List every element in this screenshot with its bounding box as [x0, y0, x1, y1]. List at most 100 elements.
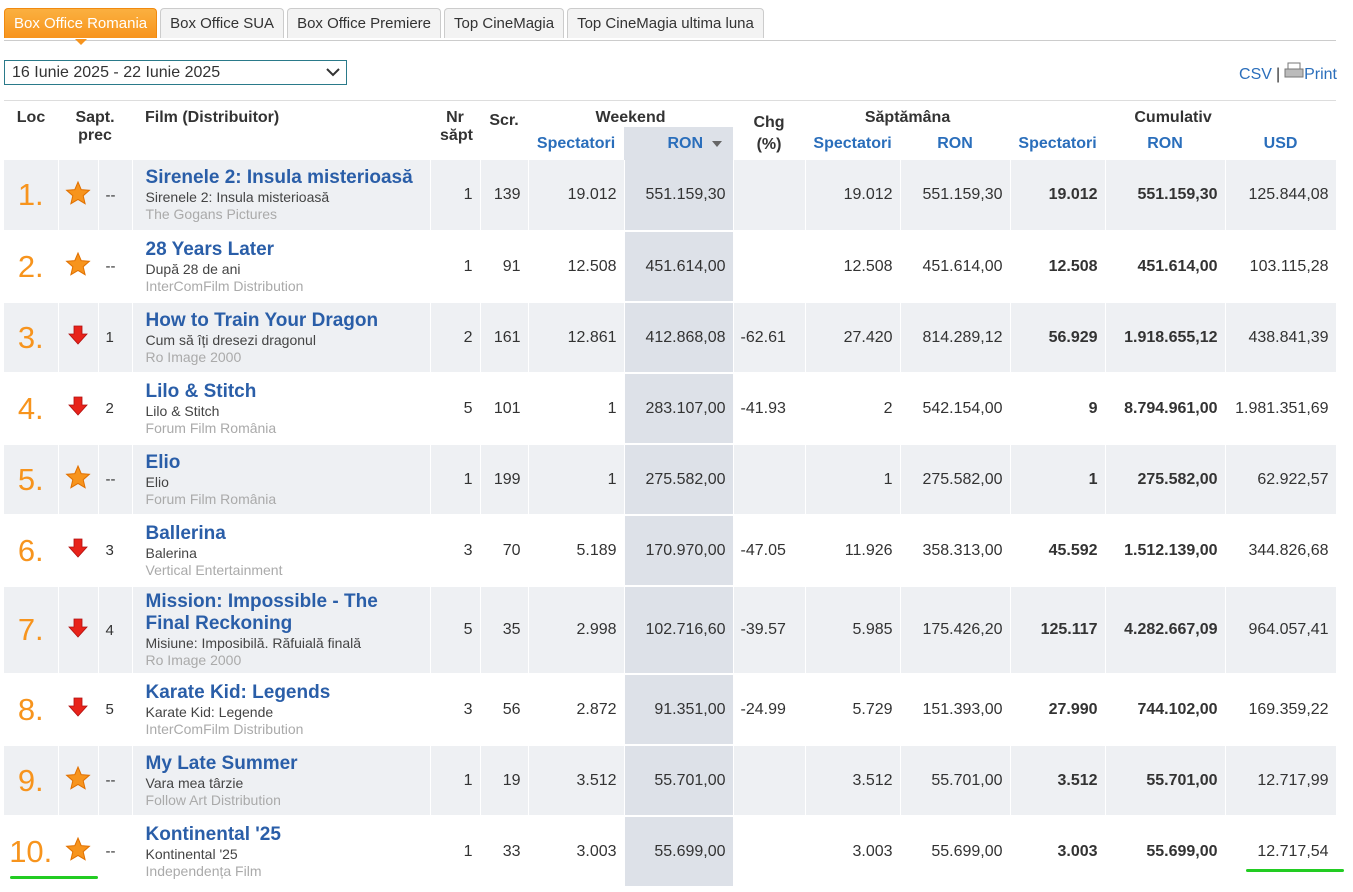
previous-rank: -- — [98, 444, 133, 516]
tab[interactable]: Box Office Romania — [4, 8, 158, 45]
weeks: 3 — [430, 674, 481, 746]
cumulative-usd: 12.717,99 — [1225, 745, 1337, 817]
table-row: 2. -- 28 Years Later După 28 de ani InterCom… — [4, 231, 1337, 303]
tab[interactable]: Box Office SUA — [160, 8, 285, 38]
film-title[interactable]: Lilo & Stitch — [145, 380, 257, 402]
film-title[interactable]: Kontinental '25 — [145, 823, 281, 845]
cumulative-usd: 103.115,28 — [1225, 231, 1337, 303]
previous-rank: 3 — [98, 515, 133, 587]
film-title[interactable]: Mission: Impossible - The Final Reckonin… — [145, 591, 378, 634]
cumulative-spectators: 27.990 — [1010, 674, 1106, 746]
date-range[interactable]: 16 Iunie 2025 - 22 Iunie 2025 — [12, 64, 221, 81]
cumulative-usd: 125.844,08 — [1225, 160, 1337, 232]
header-saptamana: Săptămâna — [864, 109, 951, 126]
weeks: 1 — [430, 444, 481, 516]
week-ron: 275.582,00 — [900, 444, 1011, 516]
weekend-spectators: 3.512 — [528, 745, 625, 817]
week-ron: 151.393,00 — [900, 674, 1011, 746]
week-spectators: 5.729 — [805, 674, 901, 746]
cumulative-usd: 344.826,68 — [1225, 515, 1337, 587]
subheader: Spectatori — [536, 134, 616, 152]
tab-bar: Box Office Romania Box Office SUA Box Offi… — [4, 8, 1336, 45]
rank: 5. — [4, 444, 59, 516]
header-loc: Loc — [16, 109, 46, 126]
weekend-spectators: 2.998 — [528, 586, 625, 675]
change-percent — [733, 160, 806, 232]
cumulative-ron: 8.794.961,00 — [1105, 373, 1226, 445]
tab[interactable]: Top CineMagia — [444, 8, 565, 38]
header-cumulativ: Cumulativ — [1134, 109, 1212, 126]
distributor: Forum Film România — [145, 419, 277, 436]
cumulative-usd: 438.841,39 — [1225, 302, 1337, 374]
print-link[interactable]: Print — [1304, 66, 1337, 83]
trend-icon — [58, 444, 99, 516]
cumulative-ron: 744.102,00 — [1105, 674, 1226, 746]
cumulative-spectators: 9 — [1010, 373, 1106, 445]
cumulative-ron: 55.699,00 — [1105, 816, 1226, 888]
film-title[interactable]: Sirenele 2: Insula misterioasă — [145, 167, 413, 188]
weekend-spectators: 3.003 — [528, 816, 625, 888]
film-title[interactable]: Karate Kid: Legends — [145, 681, 331, 703]
separator: | — [1275, 66, 1281, 83]
week-spectators: 1 — [805, 444, 901, 516]
weekend-spectators: 5.189 — [528, 515, 625, 587]
film-title[interactable]: Ballerina — [145, 522, 226, 544]
table-row: 1. -- Sirenele 2: Insula misterioasă Sirene… — [4, 160, 1337, 232]
weeks: 1 — [430, 745, 481, 817]
rank: 7. — [4, 586, 59, 675]
rank: 1. — [4, 160, 59, 232]
dropdown-arrow — [326, 68, 340, 77]
table-row: 6. 3 Ballerina Balerina Vertical Entertainme… — [4, 515, 1337, 587]
week-spectators: 5.985 — [805, 586, 901, 675]
weekend-spectators: 2.872 — [528, 674, 625, 746]
film-title[interactable]: How to Train Your Dragon — [145, 309, 379, 331]
change-percent — [733, 444, 806, 516]
weekend-spectators: 19.012 — [528, 160, 625, 232]
header-chg: Chg (%) — [753, 114, 785, 153]
weeks: 1 — [430, 816, 481, 888]
screens: 101 — [480, 373, 529, 445]
film: Elio Elio Forum Film România — [132, 444, 431, 516]
weekend-ron: 451.614,00 — [624, 231, 734, 303]
weekend-ron: 551.159,30 — [624, 160, 734, 232]
film-title[interactable]: 28 Years Later — [145, 238, 275, 260]
screens: 161 — [480, 302, 529, 374]
export-links: CSV | Print — [1239, 62, 1337, 84]
rank: 3. — [4, 302, 59, 374]
film-title[interactable]: Elio — [145, 451, 181, 473]
film: Kontinental '25 Kontinental '25 Independen… — [132, 816, 431, 888]
previous-rank: -- — [98, 231, 133, 303]
weekend-ron: 91.351,00 — [624, 674, 734, 746]
previous-rank: 5 — [98, 674, 133, 746]
table-row: 3. 1 How to Train Your Dragon Cum să îți dr… — [4, 302, 1337, 374]
trend-icon — [58, 586, 99, 675]
film-title[interactable]: My Late Summer — [145, 752, 298, 774]
trend-icon — [58, 160, 99, 232]
distributor: The Gogans Pictures — [145, 206, 278, 222]
table-row: 5. -- Elio Elio Forum Film România 1 199 1 275.5… — [4, 444, 1337, 516]
weekend-spectators: 12.508 — [528, 231, 625, 303]
weeks: 1 — [430, 160, 481, 232]
cumulative-spectators: 3.512 — [1010, 745, 1106, 817]
weeks: 2 — [430, 302, 481, 374]
subheader: Spectatori — [1018, 134, 1097, 152]
tab[interactable]: Top CineMagia ultima luna — [567, 8, 764, 38]
change-percent — [733, 231, 806, 303]
local-title: Elio — [145, 473, 169, 490]
subheader: USD — [1263, 134, 1298, 152]
cumulative-ron: 451.614,00 — [1105, 231, 1226, 303]
trend-icon — [58, 231, 99, 303]
weekend-ron: 170.970,00 — [624, 515, 734, 587]
cumulative-spectators: 1 — [1010, 444, 1106, 516]
subheader[interactable]: RON — [624, 127, 734, 160]
cumulative-ron: 55.701,00 — [1105, 745, 1226, 817]
date-select[interactable]: 16 Iunie 2025 - 22 Iunie 2025 — [4, 60, 347, 85]
week-spectators: 27.420 — [805, 302, 901, 374]
csv-link[interactable]: CSV — [1239, 66, 1272, 83]
cumulative-usd: 62.922,57 — [1225, 444, 1337, 516]
distributor: InterComFilm Distribution — [145, 277, 304, 294]
print-icon[interactable] — [1284, 62, 1304, 80]
subheader: Spectatori — [813, 134, 892, 152]
tab[interactable]: Box Office Premiere — [287, 8, 442, 38]
distributor: InterComFilm Distribution — [145, 720, 304, 737]
